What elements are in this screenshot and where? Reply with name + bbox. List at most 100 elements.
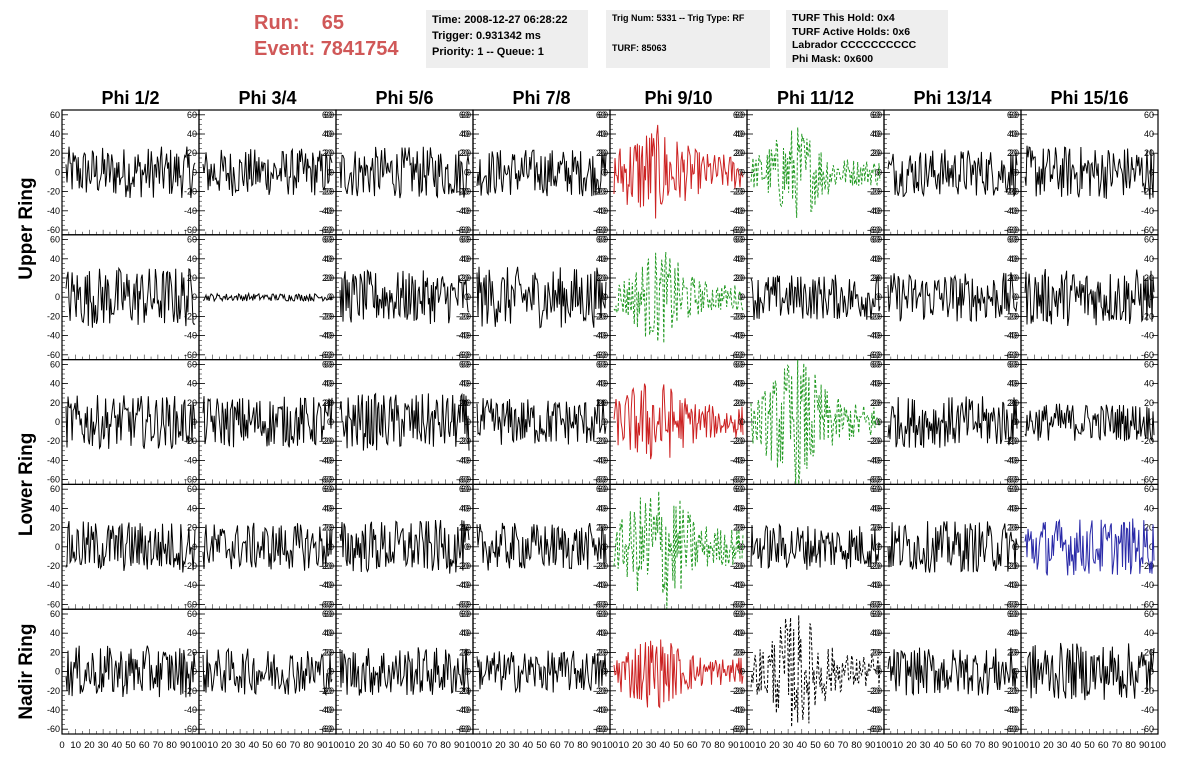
waveform-trace (476, 398, 607, 445)
y-tick-label: 20 (735, 398, 745, 408)
y-tick-label-right: -40 (1141, 331, 1154, 341)
x-tick-label: 80 (166, 740, 177, 751)
y-tick-label: -60 (458, 225, 471, 235)
y-tick-label: -60 (47, 225, 60, 235)
y-tick-label: 0 (603, 542, 608, 552)
y-tick-label: 60 (872, 235, 882, 245)
y-tick-label: 60 (872, 609, 882, 619)
y-tick-label: 0 (329, 542, 334, 552)
x-tick-label: 40 (112, 740, 123, 751)
y-tick-label-right: -20 (867, 561, 880, 571)
y-tick-label: -40 (47, 580, 60, 590)
y-tick-label-right: -60 (456, 225, 469, 235)
y-tick-label-right: 20 (1144, 647, 1154, 657)
x-tick-label: 20 (906, 740, 917, 751)
y-tick-label-right: -60 (456, 350, 469, 360)
y-tick-label: -40 (732, 580, 745, 590)
y-tick-label: 60 (598, 484, 608, 494)
waveform-trace (1024, 403, 1155, 443)
y-tick-label-right: -20 (730, 187, 743, 197)
y-tick-label: -60 (1006, 225, 1019, 235)
x-tick-label: 100 (1013, 740, 1029, 751)
y-tick-label-right: 0 (1149, 542, 1154, 552)
x-tick-label: 40 (523, 740, 534, 751)
x-tick-label: 30 (235, 740, 246, 751)
x-tick-label: 10 (70, 740, 81, 751)
y-tick-label-right: 0 (1149, 417, 1154, 427)
x-tick-label: 40 (249, 740, 260, 751)
y-tick-label-right: 40 (322, 503, 332, 513)
y-tick-label: -20 (595, 561, 608, 571)
x-tick-label: 80 (440, 740, 451, 751)
waveform-trace (887, 521, 1018, 573)
x-tick-label: 50 (810, 740, 821, 751)
y-tick-label-right: -60 (1004, 225, 1017, 235)
y-tick-label-right: 60 (1144, 359, 1154, 369)
y-tick-label-right: 60 (322, 110, 332, 120)
waveform-trace (476, 650, 607, 694)
y-tick-label-right: -60 (319, 724, 332, 734)
x-tick-label: 70 (290, 740, 301, 751)
y-tick-label-right: -20 (1004, 436, 1017, 446)
waveform-trace (65, 521, 196, 573)
y-tick-label: 0 (192, 667, 197, 677)
x-tick-label: 80 (851, 740, 862, 751)
y-tick-label: 0 (740, 542, 745, 552)
y-tick-label: 40 (461, 628, 471, 638)
y-tick-label: 40 (187, 129, 197, 139)
y-tick-label-right: 60 (733, 609, 743, 619)
y-tick-label: 40 (1009, 379, 1019, 389)
x-tick-label: 70 (564, 740, 575, 751)
x-tick-label: 100 (191, 740, 207, 751)
y-tick-label: 0 (603, 417, 608, 427)
y-tick-label-right: 20 (1007, 398, 1017, 408)
y-tick-label-right: -20 (867, 686, 880, 696)
y-tick-label-right: -40 (867, 580, 880, 590)
y-tick-label-right: 0 (875, 667, 880, 677)
y-tick-label: 0 (192, 292, 197, 302)
y-tick-label-right: 40 (1144, 129, 1154, 139)
y-tick-label-right: 40 (733, 379, 743, 389)
y-tick-label: 40 (187, 379, 197, 389)
y-tick-label: -20 (458, 311, 471, 321)
x-tick-label: 50 (673, 740, 684, 751)
y-tick-label-right: -40 (593, 705, 606, 715)
y-tick-label-right: 60 (733, 235, 743, 245)
y-tick-label: 40 (50, 254, 60, 264)
y-tick-label: 0 (740, 292, 745, 302)
y-tick-label-right: 60 (1144, 110, 1154, 120)
x-tick-label: 70 (838, 740, 849, 751)
y-tick-label: -40 (732, 206, 745, 216)
y-tick-label-right: -40 (867, 331, 880, 341)
y-tick-label: -60 (47, 599, 60, 609)
y-tick-label-right: 20 (459, 273, 469, 283)
x-tick-label: 10 (892, 740, 903, 751)
y-tick-label: -40 (47, 331, 60, 341)
y-tick-label-right: 60 (459, 609, 469, 619)
run-row: Run: 65 (254, 10, 399, 36)
y-tick-label-right: 20 (733, 398, 743, 408)
y-tick-label-right: 60 (1007, 359, 1017, 369)
y-tick-label-right: 20 (733, 273, 743, 283)
y-tick-label: 20 (872, 273, 882, 283)
y-tick-label: -20 (321, 436, 334, 446)
y-tick-label: 0 (329, 292, 334, 302)
y-tick-label-right: -60 (593, 599, 606, 609)
run-value: 65 (321, 12, 345, 34)
y-tick-label-right: -20 (1141, 561, 1154, 571)
y-tick-label-right: 60 (322, 484, 332, 494)
y-tick-label-right: 40 (733, 503, 743, 513)
y-tick-label-right: 20 (870, 523, 880, 533)
x-tick-label: 10 (344, 740, 355, 751)
y-tick-label: 0 (877, 667, 882, 677)
x-tick-label: 90 (180, 740, 191, 751)
y-tick-label: 40 (324, 503, 334, 513)
x-tick-label: 20 (769, 740, 780, 751)
x-tick-label: 30 (920, 740, 931, 751)
y-tick-label-right: 0 (327, 417, 332, 427)
y-tick-label: -40 (1006, 580, 1019, 590)
column-header: Phi 7/8 (512, 88, 570, 108)
waveform-trace (65, 146, 196, 199)
x-tick-label: 70 (975, 740, 986, 751)
waveform-trace (202, 396, 333, 448)
